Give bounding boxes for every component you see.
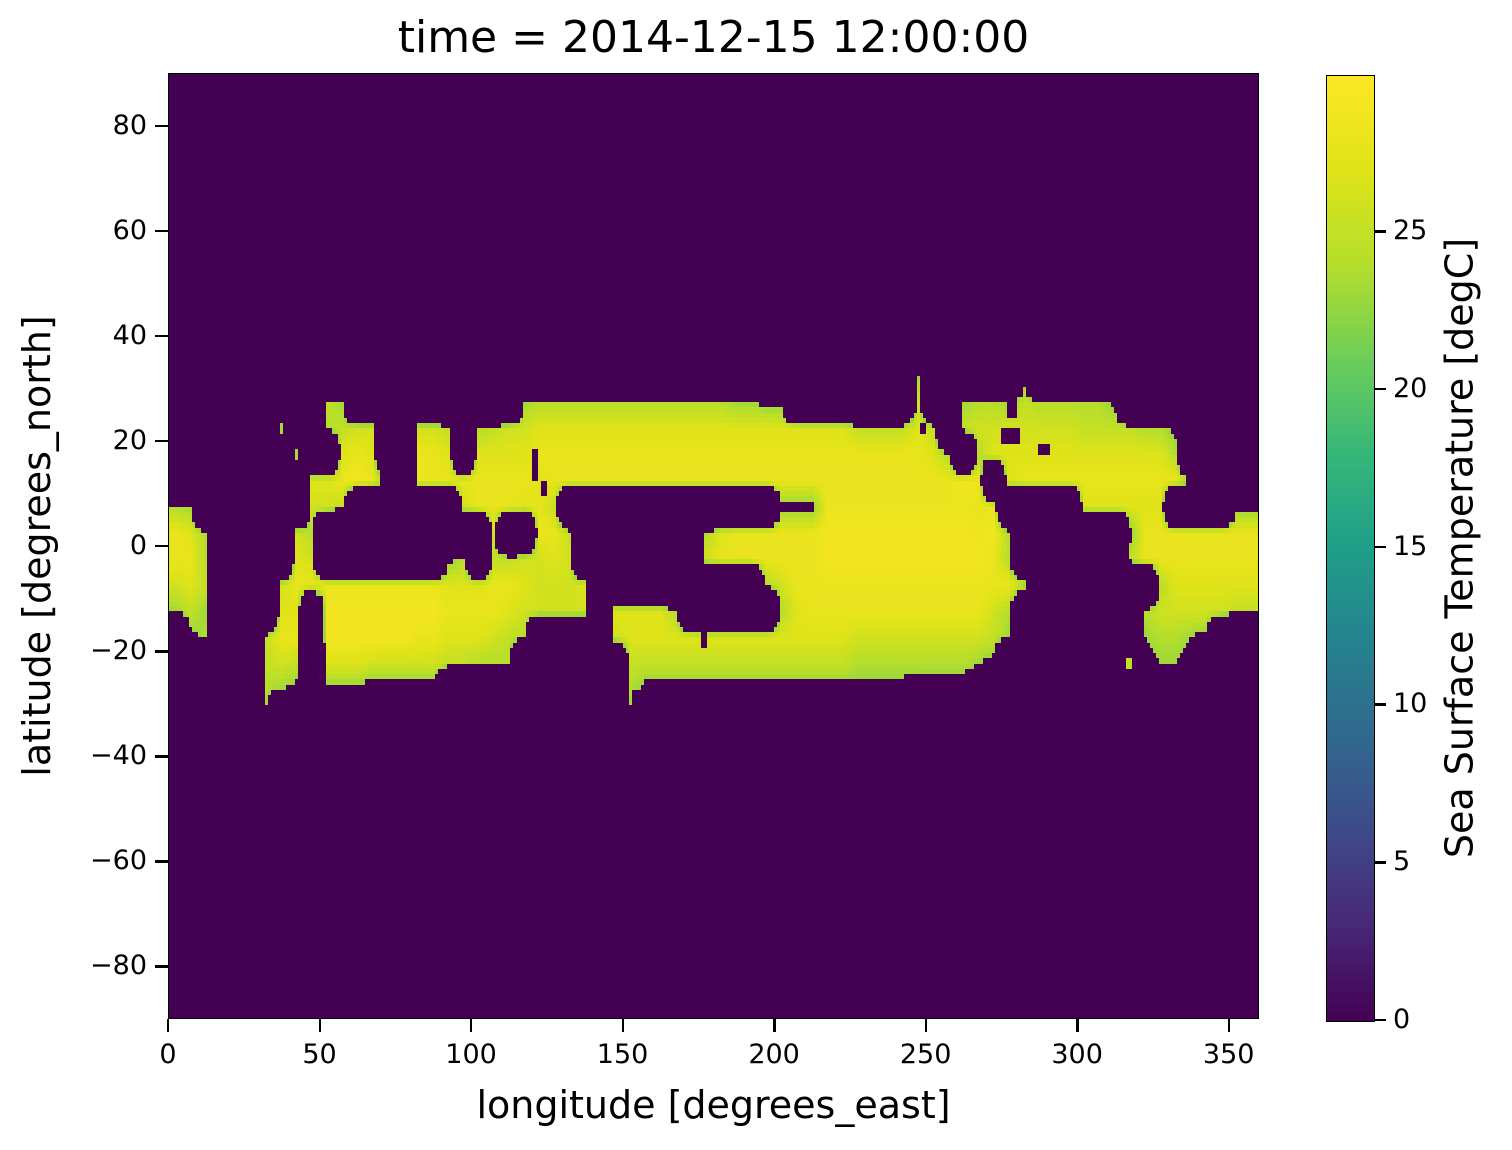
colorbar-tick-label: 0: [1393, 1004, 1411, 1035]
colorbar-tick-label: 15: [1393, 530, 1428, 562]
y-tick: [155, 229, 168, 233]
y-axis-label: latitude [degrees_north]: [15, 315, 59, 777]
y-tick: [155, 650, 168, 653]
colorbar-tick-label: 20: [1393, 372, 1428, 404]
colorbar-tick-label: 10: [1393, 688, 1428, 720]
colorbar-tick: [1375, 1019, 1386, 1022]
y-tick-label: −40: [90, 740, 147, 772]
y-tick: [155, 755, 168, 758]
x-axis-label: longitude [degrees_east]: [476, 1083, 951, 1127]
x-tick: [167, 1019, 170, 1032]
x-tick: [318, 1019, 321, 1032]
colorbar-label: Sea Surface Temperature [degC]: [1437, 237, 1481, 858]
x-tick-label: 0: [159, 1039, 177, 1070]
y-tick: [155, 545, 168, 548]
colorbar-tick: [1375, 387, 1386, 391]
colorbar-tick: [1375, 703, 1386, 706]
colorbar-tick: [1375, 545, 1386, 549]
x-tick-label: 50: [302, 1039, 337, 1070]
y-tick-label: −80: [90, 950, 147, 982]
y-tick-label: 40: [112, 319, 147, 351]
y-tick-label: 0: [129, 530, 147, 561]
colorbar-canvas: [1326, 75, 1375, 1022]
y-tick: [155, 439, 168, 443]
sst-map-canvas: [168, 73, 1259, 1019]
colorbar-tick-label: 5: [1393, 846, 1411, 878]
y-tick-label: 60: [112, 214, 147, 246]
x-tick-label: 100: [445, 1039, 497, 1070]
y-tick-label: −60: [90, 845, 147, 877]
y-tick-label: 80: [112, 109, 147, 141]
x-tick: [1076, 1019, 1079, 1032]
y-tick-label: −20: [90, 635, 147, 667]
x-tick-label: 350: [1202, 1039, 1255, 1070]
y-tick: [155, 334, 168, 338]
x-tick-label: 250: [899, 1039, 952, 1070]
x-tick-label: 200: [748, 1039, 800, 1070]
x-tick: [773, 1019, 776, 1032]
x-tick: [470, 1019, 473, 1032]
y-tick: [155, 124, 168, 127]
plot-title: time = 2014-12-15 12:00:00: [397, 12, 1030, 63]
x-tick: [924, 1019, 928, 1032]
y-tick-label: 20: [112, 424, 147, 456]
x-tick-label: 300: [1051, 1039, 1103, 1070]
colorbar-tick: [1375, 230, 1386, 233]
y-tick: [155, 860, 168, 863]
colorbar-tick: [1375, 861, 1386, 864]
y-tick: [155, 965, 168, 968]
colorbar-tick-label: 25: [1393, 215, 1428, 247]
x-tick: [1227, 1019, 1231, 1032]
x-tick-label: 150: [596, 1039, 649, 1070]
x-tick: [621, 1019, 624, 1032]
